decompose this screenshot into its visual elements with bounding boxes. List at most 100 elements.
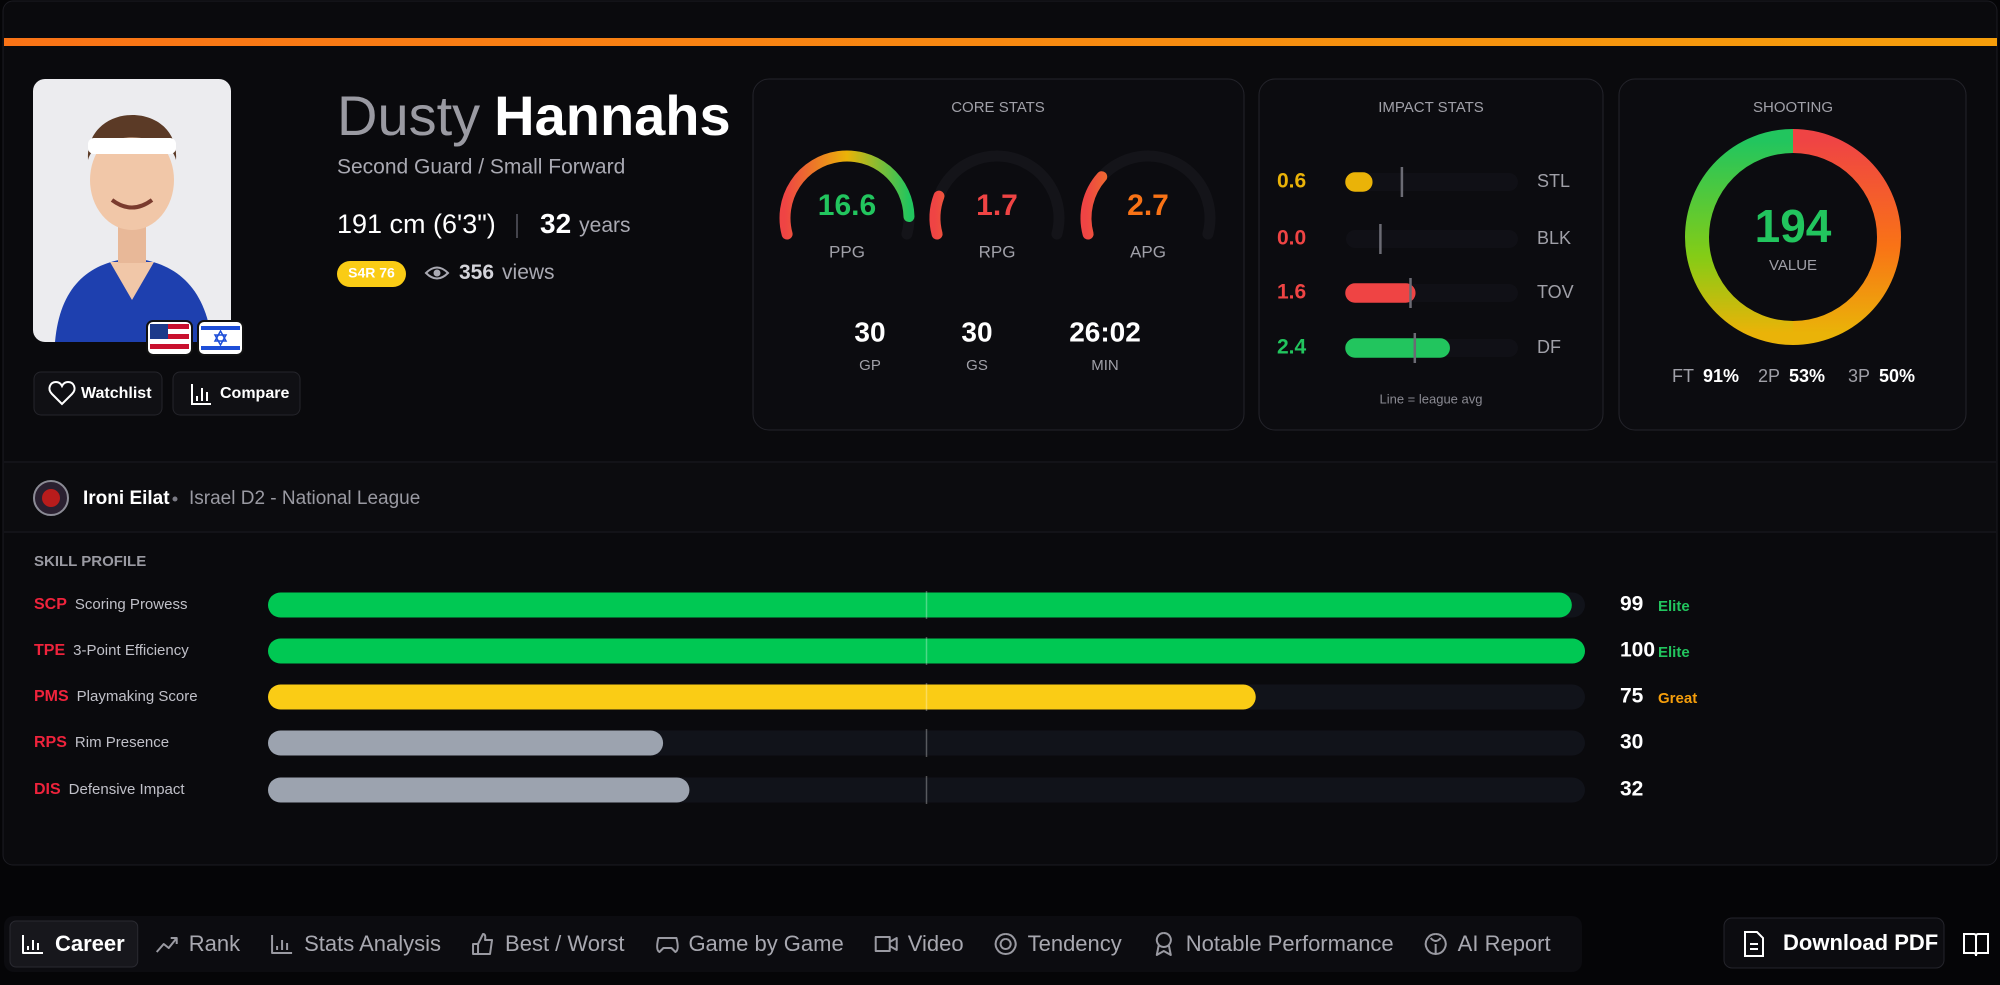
tab-icon <box>994 933 1017 955</box>
tabs: Career Rank Stats Analysis Best / Worst Game… <box>9 920 1564 968</box>
impact-value: 0.6 <box>1277 170 1306 193</box>
impact-stats-panel <box>1258 78 1604 431</box>
tab-label: AI Report <box>1458 931 1551 956</box>
button-label: Watchlist <box>81 385 152 402</box>
compare-button[interactable]: Compare <box>172 371 301 416</box>
tab-label: Career <box>55 931 125 956</box>
split-label: 2P <box>1758 366 1780 386</box>
skill-name: Playmaking Score <box>77 688 198 705</box>
shooting-ring-right <box>1792 129 1901 345</box>
shooting-value-label: VALUE <box>1769 257 1817 274</box>
gauge-arc <box>779 150 915 240</box>
age-value: 32 <box>540 208 571 239</box>
impact-note: Line = league avg <box>1379 391 1482 406</box>
tab[interactable]: Notable Performance <box>1141 921 1407 967</box>
tab-label: Notable Performance <box>1186 931 1394 956</box>
views-icon <box>424 266 450 280</box>
age: 32 years <box>540 208 631 239</box>
stat-value: 30 <box>961 316 992 347</box>
impact-bar <box>1345 172 1373 192</box>
flag-usa <box>146 320 193 356</box>
shooting-split: FT 91% <box>1672 366 1739 386</box>
skill-name: Defensive Impact <box>69 781 186 798</box>
impact-value: 1.6 <box>1277 281 1306 304</box>
team-name: Ironi Eilat <box>83 488 170 509</box>
skill-value: 100 <box>1620 639 1655 662</box>
accent-bar <box>4 38 1997 46</box>
impact-label: TOV <box>1537 282 1574 302</box>
skill-name: 3-Point Efficiency <box>73 642 189 659</box>
gauge-arc <box>1080 171 1108 240</box>
rating-badge-label: S4R 76 <box>348 265 395 281</box>
tab-icon <box>1424 933 1447 955</box>
tab-label: Game by Game <box>688 931 843 956</box>
first-name: Dusty <box>337 84 480 147</box>
flag-israel <box>197 320 244 356</box>
impact-value: 0.0 <box>1277 227 1306 250</box>
tab-icon <box>22 935 43 954</box>
tab-background <box>9 920 139 968</box>
skill-code: RPS <box>34 734 67 751</box>
impact-bar <box>1345 283 1416 303</box>
player-name: Dusty Hannahs <box>337 84 731 147</box>
split-value: 91% <box>1703 366 1739 386</box>
gauge-value: 2.7 <box>1127 189 1169 222</box>
tab-icon <box>472 933 494 955</box>
gauge-label: RPG <box>979 242 1016 261</box>
skill-bar <box>268 638 1585 664</box>
tab[interactable]: Career <box>9 920 139 968</box>
gauge-label: PPG <box>829 242 865 261</box>
tab[interactable]: Tendency <box>983 921 1135 967</box>
skill-tier: Elite <box>1658 598 1690 615</box>
tab-label: Best / Worst <box>505 931 624 956</box>
team-row <box>4 463 1996 531</box>
tab-icon <box>656 937 679 953</box>
views: 356 views <box>459 261 555 284</box>
skill-bar <box>268 684 1256 710</box>
position: Second Guard / Small Forward <box>337 156 625 179</box>
rating-badge <box>337 261 406 287</box>
player-photo <box>33 79 231 342</box>
skill-bar <box>268 777 690 803</box>
tab[interactable]: Stats Analysis <box>259 921 454 967</box>
league-name: Israel D2 - National League <box>189 488 420 509</box>
download-button[interactable]: Download PDF <box>1723 917 1945 969</box>
tab-icon <box>155 937 178 953</box>
gauge-value: 1.7 <box>976 189 1018 222</box>
skill-value: 99 <box>1620 593 1643 616</box>
guide-icon[interactable] <box>1963 933 1989 957</box>
tab[interactable]: Video <box>863 921 977 967</box>
tab[interactable]: Best / Worst <box>460 921 637 967</box>
skill-value: 75 <box>1620 685 1644 708</box>
skill-code: TPE <box>34 642 65 659</box>
impact-label: STL <box>1537 171 1570 191</box>
age-unit: years <box>579 214 630 237</box>
button-label: Compare <box>220 385 289 402</box>
stat-value: 30 <box>854 316 885 347</box>
impact-value: 2.4 <box>1277 336 1307 359</box>
split-label: FT <box>1672 366 1694 386</box>
watchlist-button[interactable]: Watchlist <box>33 371 163 416</box>
tab-icon <box>1155 932 1172 956</box>
views-label: views <box>502 261 555 284</box>
shooting-value: 194 <box>1755 200 1832 252</box>
shooting-split: 3P 50% <box>1848 366 1915 386</box>
skill-code: SCP <box>34 596 67 613</box>
skill-name: Rim Presence <box>75 734 169 751</box>
tab[interactable]: Rank <box>144 921 253 967</box>
shooting-ring-left <box>1685 129 1794 345</box>
tab[interactable]: AI Report <box>1413 921 1564 967</box>
gauge-value: 16.6 <box>818 189 876 222</box>
panel-title: IMPACT STATS <box>1378 99 1484 116</box>
tab-label: Stats Analysis <box>304 931 441 956</box>
skill-value: 32 <box>1620 778 1643 801</box>
skill-value: 30 <box>1620 731 1643 754</box>
tab-bar <box>4 916 1582 972</box>
section-title: SKILL PROFILE <box>34 553 146 570</box>
tab-icon <box>271 935 293 954</box>
split-value: 50% <box>1879 366 1915 386</box>
bullet <box>172 496 178 502</box>
tab[interactable]: Game by Game <box>643 921 856 967</box>
